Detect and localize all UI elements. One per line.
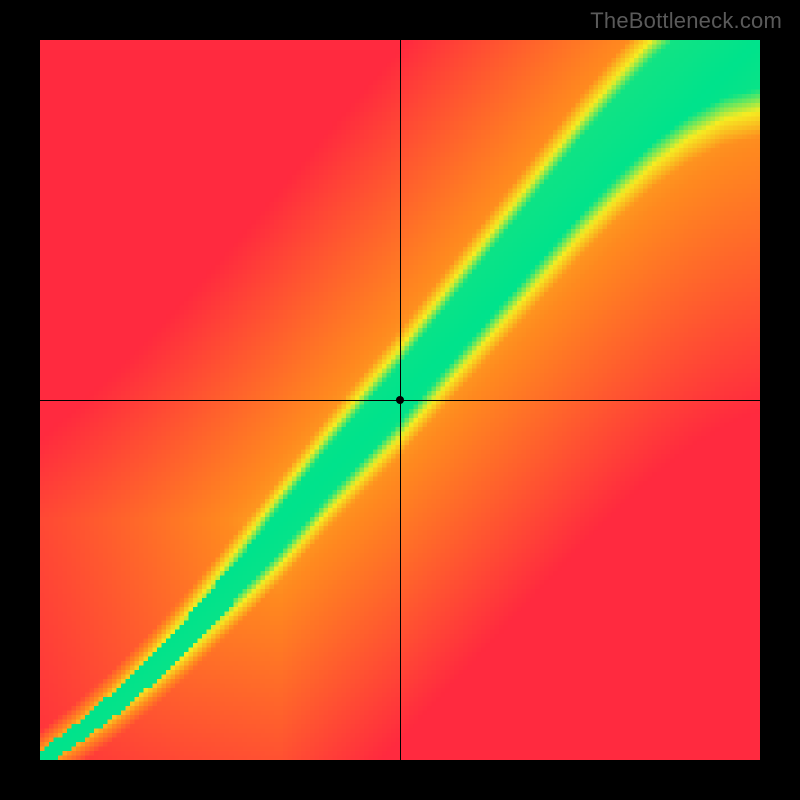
crosshair-marker — [396, 396, 404, 404]
chart-frame: TheBottleneck.com — [0, 0, 800, 800]
watermark-text: TheBottleneck.com — [590, 8, 782, 34]
heatmap-plot — [40, 40, 760, 760]
